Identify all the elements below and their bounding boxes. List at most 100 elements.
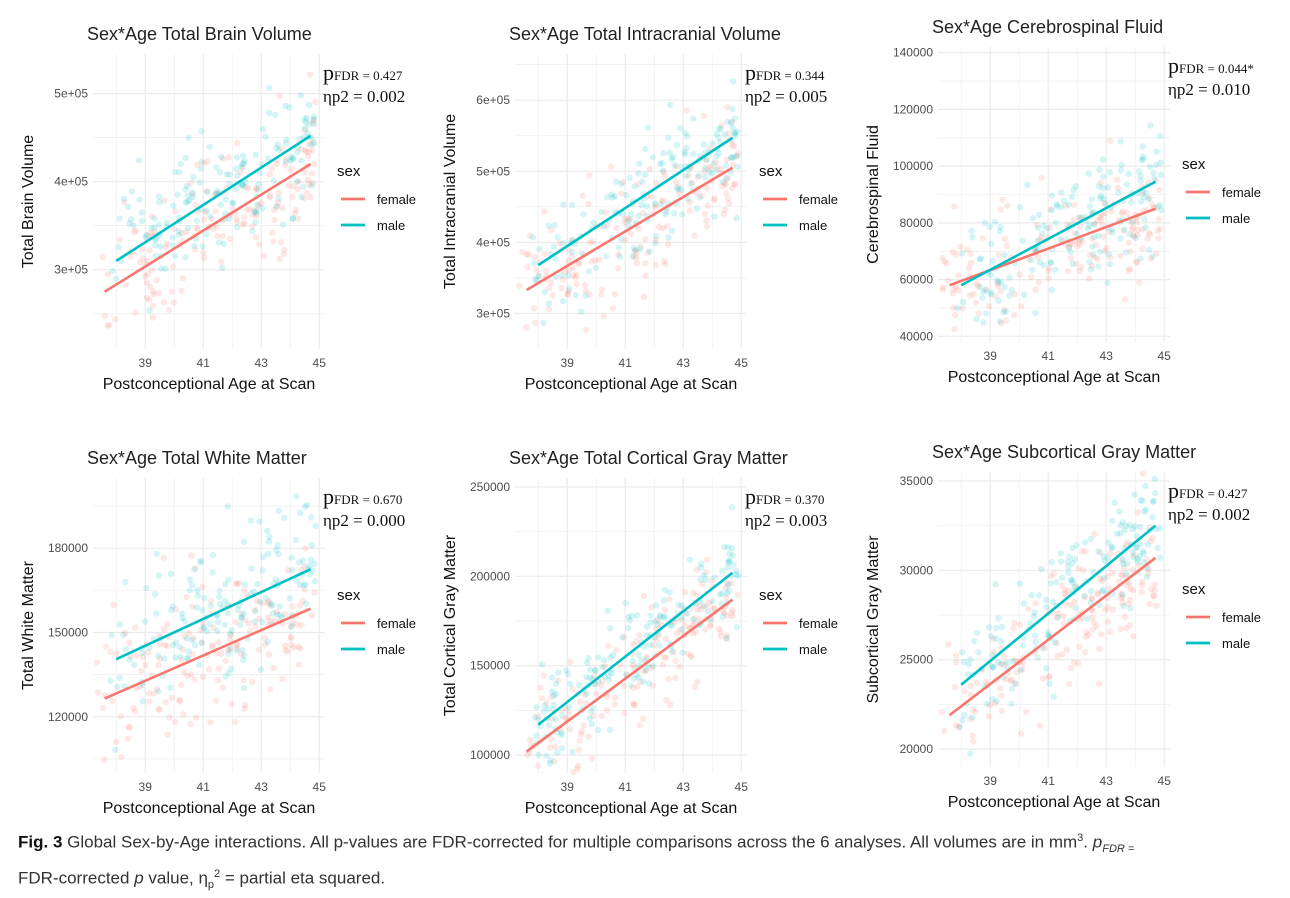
scatter-point-female (575, 260, 583, 267)
scatter-point-female (260, 252, 268, 260)
scatter-point-male (1127, 605, 1134, 612)
scatter-point-female (164, 642, 171, 650)
scatter-point-female (210, 624, 217, 631)
scatter-point-female (309, 146, 316, 154)
scatter-point-female (233, 215, 240, 222)
scatter-point-female (285, 182, 292, 189)
y-axis-label: Total White Matter (20, 560, 37, 690)
scatter-point-female (990, 648, 998, 656)
stat-p-symbol: p (745, 484, 756, 509)
scatter-point-female (259, 600, 266, 607)
scatter-point-female (662, 654, 669, 661)
scatter-point-female (1072, 582, 1079, 589)
scatter-point-male (1156, 525, 1163, 532)
scatter-point-female (218, 650, 225, 657)
scatter-point-male (197, 165, 204, 172)
scatter-point-female (523, 251, 530, 258)
scatter-point-female (1139, 581, 1146, 589)
scatter-point-female (270, 238, 277, 245)
scatter-point-female (1095, 680, 1103, 687)
scatter-point-female (1145, 565, 1152, 573)
scatter-point-male (1153, 148, 1160, 155)
scatter-point-female (629, 641, 637, 648)
scatter-point-male (1058, 189, 1065, 196)
scatter-point-male (234, 606, 241, 613)
scatter-point-male (237, 621, 244, 628)
scatter-point-female (676, 663, 683, 670)
scatter-point-male (618, 634, 626, 641)
scatter-point-male (1142, 506, 1150, 513)
scatter-point-male (725, 587, 733, 594)
scatter-point-female (215, 665, 222, 672)
scatter-point-male (1157, 159, 1164, 166)
scatter-point-female (241, 616, 249, 624)
scatter-point-female (994, 279, 1001, 287)
scatter-point-male (696, 194, 703, 201)
scatter-point-male (541, 702, 548, 709)
scatter-point-male (122, 578, 129, 586)
legend-label-male: male (377, 642, 405, 657)
scatter-point-female (632, 701, 639, 708)
scatter-point-male (1156, 201, 1164, 209)
chart-title: Sex*Age Total Brain Volume (87, 24, 312, 44)
scatter-point-male (1099, 156, 1107, 163)
scatter-point-female (722, 584, 729, 592)
x-tick-label: 39 (561, 356, 575, 370)
scatter-point-male (300, 183, 307, 190)
scatter-point-female (218, 258, 225, 265)
scatter-point-male (640, 678, 647, 685)
scatter-point-female (1037, 722, 1044, 729)
scatter-point-male (572, 291, 579, 299)
y-axis-label: Cerebrospinal Fluid (865, 125, 882, 264)
scatter-point-female (672, 657, 679, 664)
scatter-point-male (169, 603, 176, 610)
scatter-point-male (266, 533, 273, 541)
scatter-point-female (182, 228, 190, 235)
scatter-point-female (585, 733, 592, 740)
scatter-point-male (545, 721, 553, 729)
scatter-point-male (198, 639, 206, 646)
scatter-point-male (233, 647, 241, 654)
scatter-point-male (1117, 521, 1124, 529)
scatter-point-female (718, 183, 726, 190)
scatter-point-female (1093, 623, 1100, 630)
scatter-point-female (288, 635, 295, 642)
scatter-point-female (688, 179, 696, 186)
scatter-point-female (957, 243, 964, 251)
scatter-point-male (213, 187, 221, 194)
scatter-point-female (997, 661, 1004, 668)
scatter-point-male (1087, 587, 1095, 595)
scatter-point-female (1089, 626, 1096, 633)
scatter-point-female (955, 272, 962, 279)
scatter-point-male (1117, 167, 1125, 174)
scatter-point-male (646, 248, 653, 255)
stat-eta: ηp2 = 0.003 (745, 511, 827, 530)
scatter-point-male (171, 168, 178, 176)
scatter-point-female (160, 554, 167, 561)
scatter-point-female (1032, 286, 1039, 294)
scatter-point-female (1064, 267, 1072, 275)
scatter-point-male (724, 564, 731, 571)
scatter-point-male (1043, 665, 1050, 672)
scatter-point-male (706, 168, 713, 176)
scatter-point-female (652, 236, 660, 244)
scatter-point-male (116, 674, 123, 682)
scatter-point-male (1123, 560, 1131, 567)
scatter-point-male (1137, 255, 1144, 262)
scatter-point-female (972, 299, 980, 306)
scatter-point-female (276, 92, 283, 100)
scatter-point-male (731, 128, 738, 136)
scatter-point-male (708, 170, 716, 177)
y-tick-label: 250000 (470, 480, 510, 494)
stat-eta: ηp2 = 0.002 (1168, 505, 1250, 524)
scatter-point-male (1028, 591, 1035, 599)
scatter-point-female (1011, 619, 1018, 627)
fit-line-male (960, 180, 1157, 287)
scatter-point-female (1101, 199, 1108, 207)
scatter-point-female (640, 668, 647, 675)
scatter-point-female (524, 751, 531, 759)
scatter-point-female (1076, 643, 1083, 651)
scatter-point-male (276, 611, 284, 619)
scatter-point-male (532, 275, 539, 283)
scatter-point-female (189, 603, 196, 610)
